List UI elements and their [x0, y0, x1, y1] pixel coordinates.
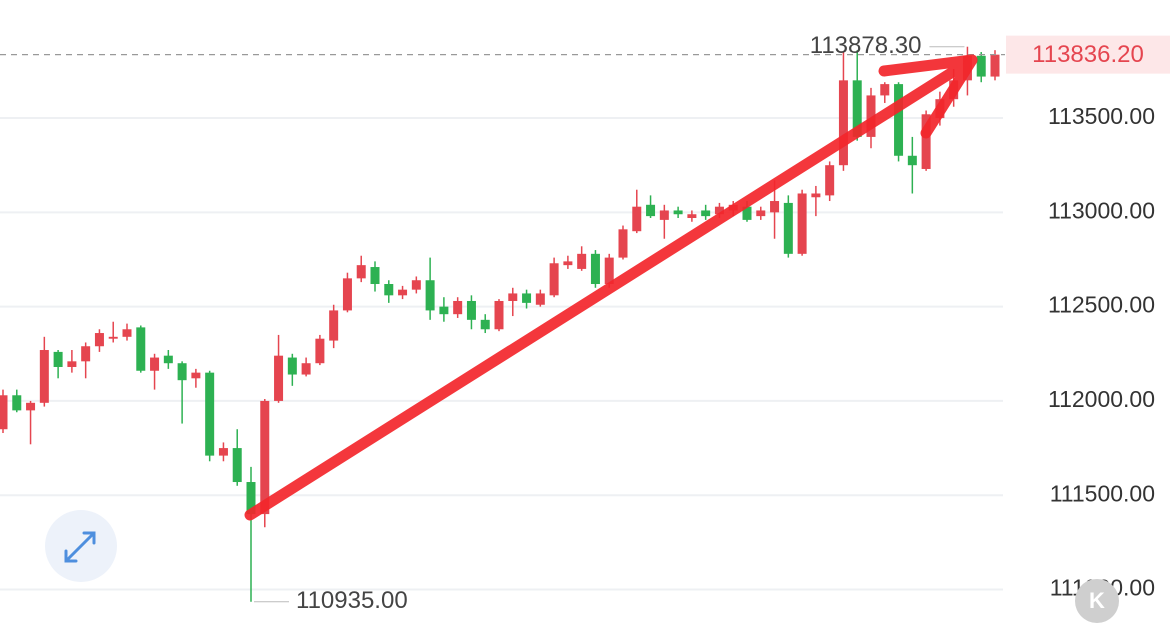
- candle-body: [673, 210, 683, 215]
- candle-body: [150, 357, 160, 371]
- candle-body: [439, 306, 449, 315]
- candle-body: [701, 210, 711, 217]
- y-tick-label: 113000.00: [1048, 197, 1155, 223]
- k-label: K: [1089, 588, 1105, 613]
- candle-body: [687, 214, 697, 219]
- candle-body: [398, 289, 408, 296]
- candle-body: [659, 210, 669, 220]
- candle-body: [177, 363, 187, 381]
- candle-body: [825, 165, 835, 196]
- y-tick-label: 111500.00: [1050, 480, 1155, 506]
- candle-body: [232, 448, 242, 483]
- candle-body: [218, 448, 228, 456]
- candle-body: [646, 204, 656, 217]
- candle-body: [39, 350, 49, 403]
- candle-body: [577, 253, 587, 269]
- low-label: 110935.00: [296, 587, 408, 614]
- candle-body: [260, 400, 270, 515]
- candle-body: [921, 114, 931, 169]
- candle-body: [205, 372, 215, 456]
- candle-body: [122, 329, 132, 337]
- candle-body: [508, 293, 518, 301]
- candle-body: [301, 363, 311, 375]
- candle-body: [136, 327, 146, 371]
- candle-body: [770, 201, 780, 213]
- candle-body: [894, 84, 904, 156]
- candle-body: [976, 55, 986, 77]
- candle-body: [714, 206, 724, 215]
- candle-body: [191, 372, 201, 379]
- candle-body: [163, 355, 173, 364]
- candle-body: [0, 395, 8, 430]
- k-button[interactable]: K: [1075, 579, 1119, 623]
- candle-body: [756, 210, 766, 217]
- candle-body: [315, 338, 325, 364]
- candle-body: [852, 80, 862, 137]
- candle-body: [287, 357, 297, 375]
- candles: [0, 46, 1000, 602]
- candle-body: [246, 482, 256, 515]
- candle-body: [522, 293, 532, 303]
- candle-body: [549, 263, 559, 296]
- candle-body: [12, 395, 22, 411]
- candle-body: [356, 265, 366, 279]
- y-tick-label: 113500.00: [1048, 103, 1155, 129]
- candle-body: [274, 355, 284, 401]
- candle-body: [81, 346, 91, 362]
- candle-body: [342, 278, 352, 311]
- candle-body: [53, 351, 63, 367]
- high-label: 113878.30: [810, 32, 922, 59]
- candle-body: [384, 284, 394, 296]
- expand-button[interactable]: [45, 510, 117, 582]
- candle-body: [590, 253, 600, 285]
- trend-arrow: [244, 54, 978, 521]
- candle-body: [480, 319, 490, 330]
- candle-body: [866, 95, 876, 137]
- y-tick-label: 112000.00: [1048, 386, 1155, 412]
- candle-body: [26, 402, 36, 411]
- candle-body: [618, 229, 628, 258]
- candle-body: [604, 257, 614, 285]
- candle-body: [108, 336, 118, 339]
- candle-body: [838, 80, 848, 166]
- candle-body: [907, 155, 917, 166]
- grid: 111000.00111500.00112000.00112500.001130…: [0, 103, 1155, 601]
- last-price-label: 113836.20: [1032, 41, 1144, 68]
- candle-body: [425, 280, 435, 311]
- candle-body: [453, 300, 463, 315]
- candle-body: [742, 206, 752, 220]
- candle-body: [494, 300, 504, 330]
- candle-body: [990, 54, 1000, 77]
- y-tick-label: 112500.00: [1048, 292, 1155, 318]
- candle-body: [94, 333, 104, 347]
- last-price-tag: [1006, 35, 1170, 74]
- candle-body: [783, 202, 793, 254]
- candle-body: [563, 261, 573, 266]
- candle-body: [370, 267, 380, 285]
- candle-body: [797, 193, 807, 254]
- candle-body: [880, 84, 890, 96]
- candle-body: [535, 293, 545, 305]
- annotations: 113836.20 113878.30 110935.00: [0, 32, 1170, 614]
- candle-body: [466, 300, 476, 320]
- candle-body: [329, 310, 339, 341]
- candle-body: [632, 206, 642, 232]
- candle-body: [67, 361, 77, 367]
- candle-body: [411, 280, 421, 290]
- candle-body: [811, 193, 821, 198]
